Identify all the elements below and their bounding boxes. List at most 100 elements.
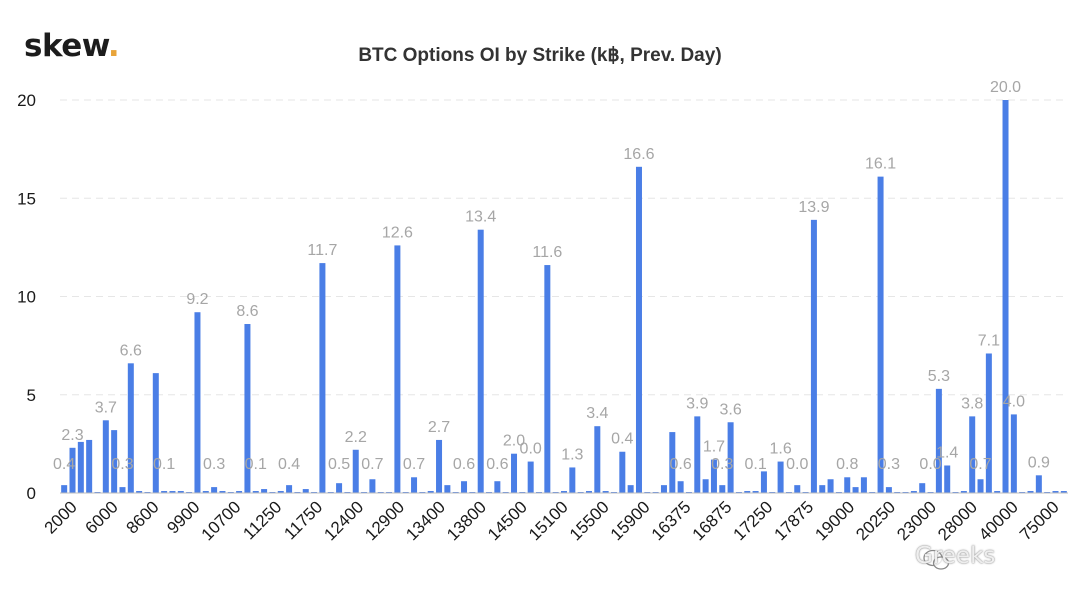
bar [569,467,576,493]
bar [994,491,1001,493]
data-label: 0.6 [486,456,508,473]
y-tick-label: 15 [17,189,36,208]
data-label: 0.3 [111,456,133,473]
bar [752,491,759,493]
bar [252,491,259,493]
x-tick-label: 2000 [41,497,81,537]
bar [627,485,634,493]
x-tick-label: 17250 [730,497,777,544]
y-tick-label: 5 [27,386,36,405]
x-tick-label: 16375 [648,497,695,544]
bar [427,491,434,493]
bar [1035,475,1042,493]
data-label: 4.0 [1003,393,1025,410]
bar [394,245,401,493]
bar [602,491,609,493]
bar [885,487,892,493]
data-label: 3.8 [961,395,983,412]
bar [977,479,984,493]
data-label: 8.6 [236,303,258,320]
data-label: 0.3 [203,456,225,473]
x-tick-label: 15500 [566,497,613,544]
x-tick-labels: 2000 6000 8600 9900107001125011750124001290… [41,497,1063,544]
bar [1002,100,1009,493]
bar [202,491,209,493]
bar [561,491,567,493]
data-label: 0.7 [403,456,425,473]
data-label: 0.1 [153,456,175,473]
chart-title: BTC Options OI by Strike (k฿, Prev. Day) [358,45,721,66]
data-label: 0.4 [611,431,633,448]
x-tick-label: 8600 [122,497,162,537]
bar [277,491,284,493]
bar [219,491,226,493]
data-label: 2.2 [345,429,367,446]
bar [544,265,551,493]
bar [177,491,184,493]
bar [985,353,992,493]
data-label: 1.6 [769,441,791,458]
bar [111,430,118,493]
x-tick-label: 13800 [443,497,490,544]
x-tick-label: 16875 [689,497,736,544]
watermark-text: Greeks [915,543,996,569]
bar [119,487,126,493]
bar [1010,414,1017,493]
bar [211,487,218,493]
bar [819,485,826,493]
data-label: 3.6 [719,401,741,418]
bar [877,176,884,493]
bar [152,373,159,493]
bar [352,449,359,493]
bar [336,483,343,493]
data-label: 0.1 [245,456,267,473]
bar [136,491,143,493]
x-tick-label: 12900 [361,497,408,544]
bar [694,416,701,493]
bar [594,426,601,493]
bar [244,324,251,493]
bar [960,491,967,493]
data-label: 0.6 [453,456,475,473]
x-tick-label: 6000 [82,497,122,537]
y-tick-label: 10 [17,288,36,307]
data-label: 0.0 [786,456,808,473]
bar [444,485,451,493]
bar [827,479,834,493]
bar [677,481,684,493]
data-label: 20.0 [990,79,1021,96]
bar [619,451,626,493]
bar [727,422,734,493]
data-label: 0.3 [711,456,733,473]
bar [86,439,93,493]
data-label: 1.7 [703,439,725,456]
bar [286,485,293,493]
data-label: 3.7 [95,399,117,416]
bar [810,219,817,494]
bar [844,477,851,493]
x-tick-label: 17875 [770,497,817,544]
bar [261,489,268,493]
wechat-icon [923,549,950,570]
bar [760,471,767,493]
x-tick-label: 23000 [893,497,940,544]
bar [794,485,801,493]
bar [236,491,243,493]
bar [436,439,443,493]
bar [369,479,376,493]
x-tick-label: 20250 [852,497,899,544]
data-label: 0.0 [520,441,542,458]
bar [635,166,642,493]
bar [494,481,501,493]
bar [194,312,201,493]
x-tick-label: 28000 [934,497,981,544]
bar [669,432,676,493]
x-tick-label: 11750 [280,497,326,543]
bar [1052,491,1059,493]
data-label: 2.3 [61,427,83,444]
x-tick-label: 13400 [402,497,449,544]
x-tick-label: 15100 [525,497,572,544]
data-label: 1.4 [936,444,958,461]
data-label: 13.9 [798,199,829,216]
